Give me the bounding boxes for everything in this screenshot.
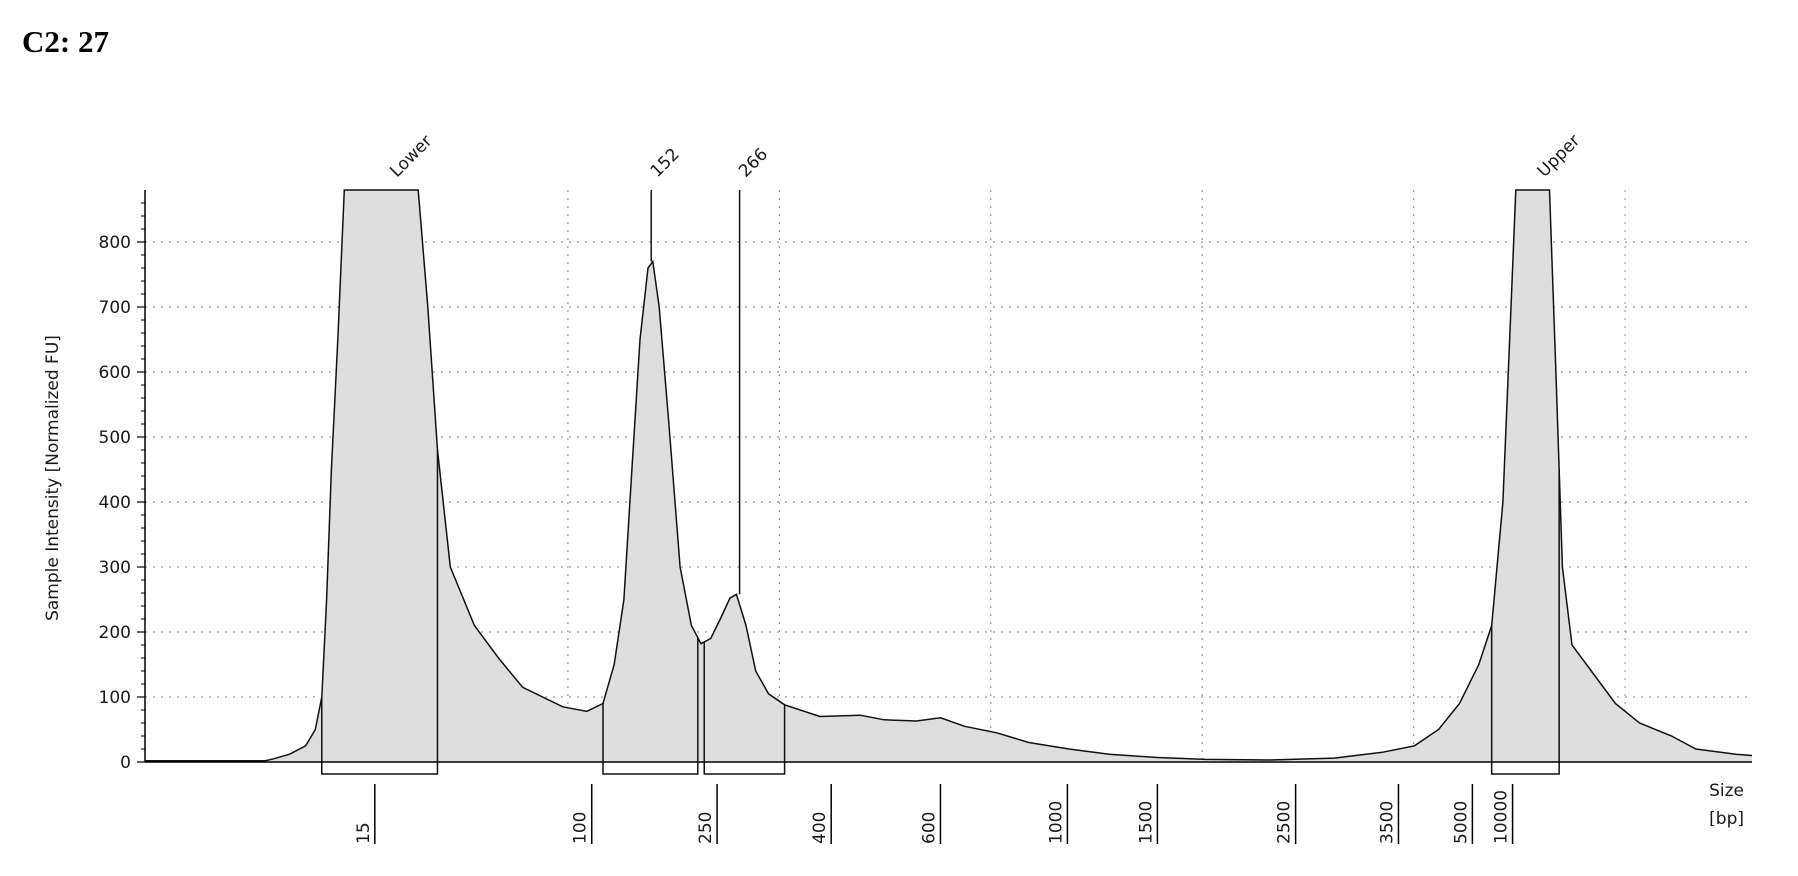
y-tick-label: 0 (120, 753, 131, 773)
peak-region (703, 641, 786, 775)
x-tick-label: 400 (810, 812, 830, 844)
y-tick-label: 700 (99, 298, 131, 318)
y-tick-label: 800 (99, 233, 131, 253)
x-axis-label-unit: [bp] (1709, 809, 1744, 829)
sample-title: C2: 27 (22, 24, 109, 59)
y-tick-label: 500 (99, 428, 131, 448)
x-tick-label: 1000 (1046, 801, 1066, 844)
x-tick-label: 100 (571, 812, 591, 844)
peak-region (321, 450, 439, 775)
y-tick-label: 100 (99, 688, 131, 708)
x-tick-label: 3500 (1377, 801, 1397, 844)
x-tick-label: 600 (919, 812, 939, 844)
y-axis-label: Sample Intensity [Normalized FU] (43, 335, 63, 621)
peak-label: Upper (1534, 131, 1585, 182)
x-tick-label: 250 (696, 812, 716, 844)
y-tick-label: 400 (99, 493, 131, 513)
x-axis-label-size: Size (1709, 781, 1744, 801)
peak-label: 266 (735, 144, 772, 181)
trace-area (145, 190, 1752, 762)
peak-region (602, 637, 699, 775)
peak-region (1490, 469, 1560, 775)
x-tick-label: 5000 (1451, 801, 1471, 844)
axis-layer: 0 100 200 300 400 500 600 700 800 15 100 250 400 600 1… (99, 190, 1752, 844)
y-tick-label: 600 (99, 363, 131, 383)
x-tick-label: 10000 (1492, 790, 1512, 844)
y-tick-label: 200 (99, 623, 131, 643)
x-tick-label: 15 (354, 822, 374, 844)
trace-line (145, 189, 1753, 762)
x-tick-label: 2500 (1275, 801, 1295, 844)
x-tick-label: 1500 (1136, 801, 1156, 844)
area-layer (145, 189, 1753, 762)
y-tick-label: 300 (99, 558, 131, 578)
peak-label: Lower (386, 131, 436, 181)
peak-label: 152 (647, 144, 684, 181)
